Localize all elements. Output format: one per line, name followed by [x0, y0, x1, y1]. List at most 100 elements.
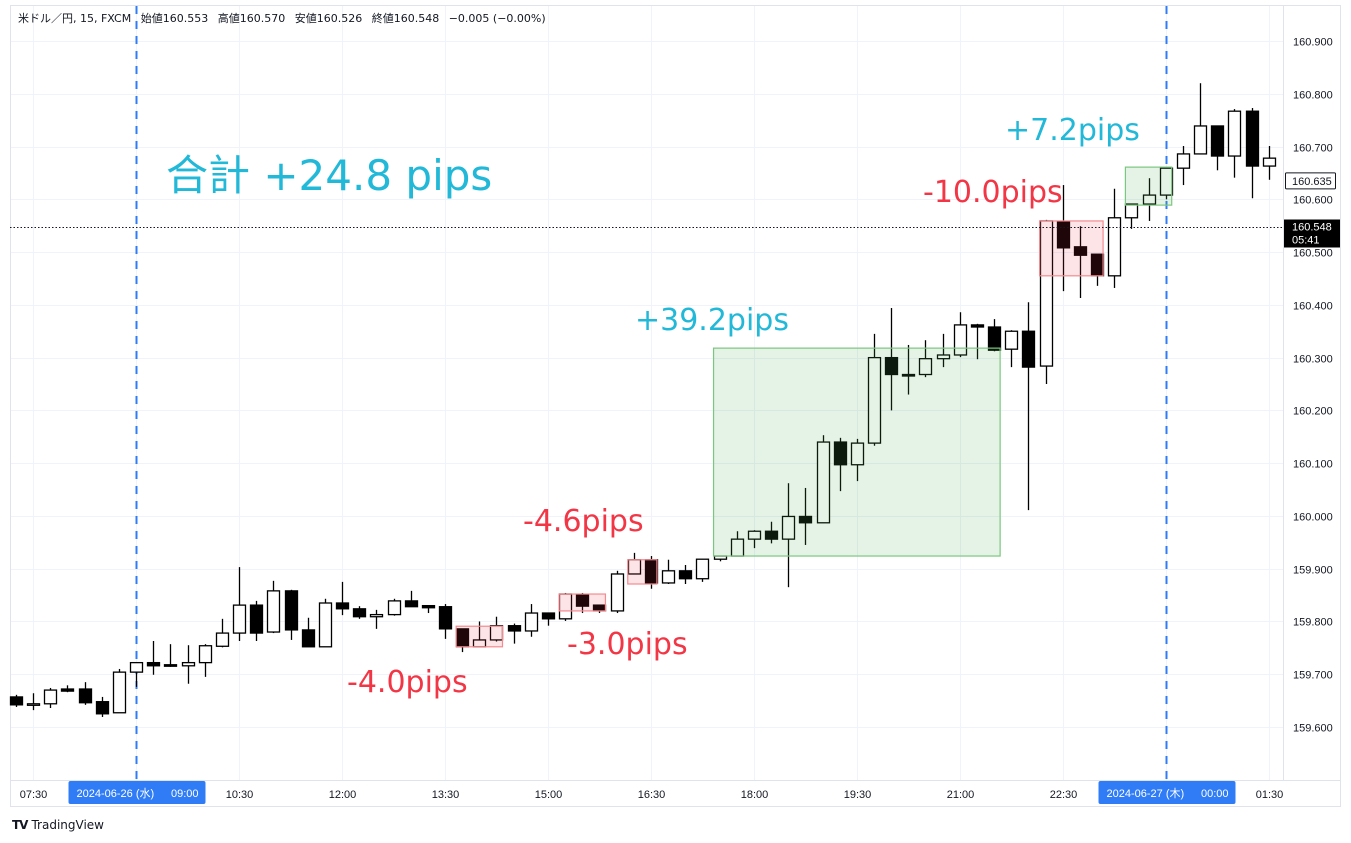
candle-up — [1159, 167, 1174, 196]
price-axis-ticks: 160.900 160.800 160.700 160.600 160.500 160.4… — [1293, 37, 1333, 735]
y-tick-label: 159.600 — [1293, 723, 1333, 735]
candle-up — [387, 600, 402, 616]
countdown-label: 05:41 — [1292, 235, 1320, 247]
candle-down — [970, 324, 985, 328]
candle-down — [438, 606, 453, 630]
y-tick-label: 160.900 — [1293, 37, 1333, 49]
chart-frame — [10, 5, 1341, 807]
candle-down — [987, 326, 1002, 351]
candle-up — [781, 515, 796, 540]
candle-down — [249, 604, 264, 634]
candle-up — [695, 558, 710, 580]
session-lines — [135, 6, 1168, 780]
trade-label-6: +7.2pips — [1005, 113, 1140, 148]
candle-up — [1176, 153, 1191, 169]
brand-name: TradingView — [31, 818, 104, 832]
candle-up — [816, 441, 831, 524]
candle-down — [146, 661, 161, 667]
symbol-legend: 米ドル／円, 15, FXCM 始値160.553 高値160.570 安値16… — [18, 10, 552, 26]
candle-down — [575, 594, 590, 607]
y-tick-label: 160.200 — [1293, 406, 1333, 418]
profit-box — [1124, 166, 1173, 206]
x-tick-label: 10:30 — [226, 789, 254, 801]
candle-up — [26, 703, 41, 706]
candle-down — [1245, 110, 1260, 167]
candle-down — [78, 688, 93, 704]
loss-box — [455, 625, 504, 648]
x-tick-label: 07:30 — [20, 789, 48, 801]
y-tick-label: 160.700 — [1293, 143, 1333, 155]
candles — [9, 83, 1277, 717]
candle-up — [215, 632, 230, 647]
candle-down — [901, 373, 916, 377]
trade-label-4: +39.2pips — [635, 303, 789, 338]
last-price-label: 160.548 — [1292, 222, 1332, 234]
candle-up — [936, 354, 951, 360]
high-value: 高値160.570 — [217, 12, 286, 25]
price-marker-badge — [1285, 172, 1336, 190]
trade-label-3: -4.6pips — [523, 504, 644, 539]
tradingview-logo[interactable]: TV TradingView — [12, 818, 104, 832]
candle-up — [1262, 157, 1277, 167]
candle-up — [610, 573, 625, 612]
y-tick-label: 159.700 — [1293, 670, 1333, 682]
trade-label-5: -10.0pips — [923, 175, 1063, 210]
candle-up — [1227, 110, 1242, 157]
candle-down — [678, 570, 693, 580]
candle-down — [335, 602, 350, 610]
candle-down — [352, 608, 367, 618]
y-tick-label: 160.300 — [1293, 354, 1333, 366]
x-tick-label: 15:00 — [535, 789, 563, 801]
last-price-badge — [1284, 219, 1340, 248]
session-date-label: 2024-06-26 (水) — [77, 787, 155, 800]
x-tick-label: 21:00 — [947, 789, 975, 801]
x-tick-label: 12:00 — [329, 789, 357, 801]
session-date-label: 2024-06-27 (木) — [1107, 787, 1185, 800]
candle-up — [1124, 203, 1139, 219]
change-value: −0.005 (−0.00%) — [448, 12, 546, 25]
y-tick-label: 160.600 — [1293, 195, 1333, 207]
symbol-name[interactable]: 米ドル／円, 15, FXCM — [18, 12, 132, 25]
candle-up — [318, 602, 333, 648]
candle-down — [507, 625, 522, 632]
x-tick-label: 13:30 — [432, 789, 460, 801]
y-tick-label: 160.000 — [1293, 512, 1333, 524]
candle-down — [301, 629, 316, 648]
x-tick-label: 22:30 — [1050, 789, 1078, 801]
candle-up — [43, 689, 58, 705]
candle-up — [1142, 194, 1157, 205]
x-tick-label: 01:30 — [1256, 789, 1284, 801]
trade-label-2: -3.0pips — [567, 627, 688, 662]
y-tick-label: 160.800 — [1293, 90, 1333, 102]
candle-up — [524, 612, 539, 632]
x-tick-label: 19:30 — [844, 789, 872, 801]
candle-down — [1021, 330, 1036, 368]
candle-up — [181, 661, 196, 667]
candle-down — [884, 356, 899, 376]
trade-boxes — [455, 166, 1173, 648]
candle-down — [163, 664, 178, 667]
candle-down — [764, 530, 779, 540]
profit-box — [712, 347, 1001, 557]
x-tick-label: 18:00 — [741, 789, 769, 801]
candle-up — [1004, 330, 1019, 350]
candle-down — [798, 515, 813, 524]
candle-down — [421, 604, 436, 609]
price-axis[interactable] — [1283, 6, 1340, 780]
loss-box — [1038, 220, 1104, 277]
candle-down — [541, 612, 556, 620]
x-tick-label: 16:30 — [638, 789, 666, 801]
candle-up — [1107, 217, 1122, 277]
candle-down — [60, 688, 75, 692]
candle-up — [850, 442, 865, 466]
loss-box — [558, 593, 607, 612]
candle-down — [404, 600, 419, 608]
tradingview-logo-icon: TV — [12, 818, 29, 832]
candle-up — [1193, 125, 1208, 155]
candle-down — [284, 590, 299, 631]
candle-up — [266, 590, 281, 633]
candle-up — [953, 324, 968, 356]
trade-label-1: -4.0pips — [347, 665, 468, 700]
candle-up — [112, 671, 127, 714]
